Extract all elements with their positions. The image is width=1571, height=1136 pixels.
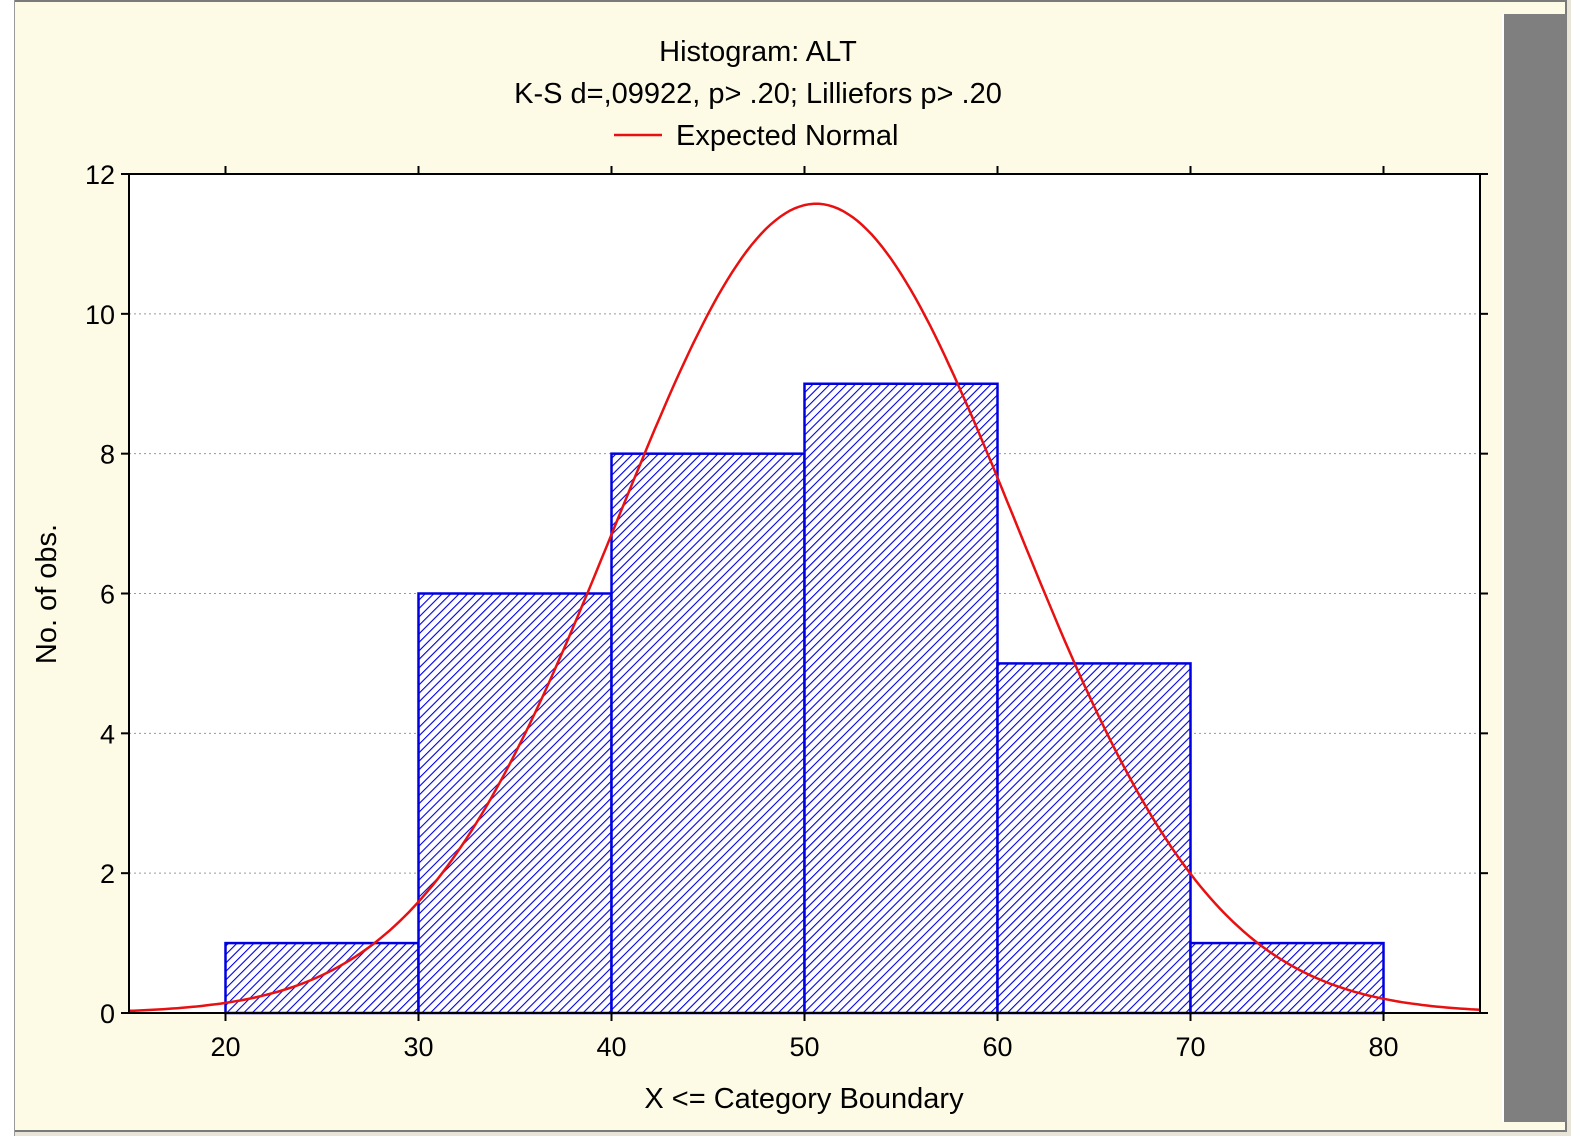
- histogram-bar-3: [610, 452, 806, 1015]
- x-tick-label-30: 30: [403, 1032, 433, 1062]
- y-tick-label-2: 2: [100, 859, 115, 889]
- plot-area: 0 2 4 6 8 10 12 20 30 40 50 60 70 80: [85, 160, 1488, 1062]
- x-tick-label-50: 50: [789, 1032, 819, 1062]
- y-tick-label-6: 6: [100, 580, 115, 610]
- y-tick-label-10: 10: [85, 300, 115, 330]
- histogram-bar-6: [1189, 941, 1385, 1015]
- x-tick-label-40: 40: [596, 1032, 626, 1062]
- y-axis-label: No. of obs.: [31, 524, 63, 664]
- chart-subtitle: K-S d=,09922, p> .20; Lilliefors p> .20: [514, 78, 1002, 110]
- left-panel-edge: [0, 0, 15, 1136]
- y-tick-label-12: 12: [85, 160, 115, 190]
- right-scrollbar[interactable]: [1502, 14, 1567, 1122]
- histogram-bar-5: [996, 662, 1192, 1015]
- y-tick-label-8: 8: [100, 440, 115, 470]
- x-tick-label-80: 80: [1368, 1032, 1398, 1062]
- x-tick-label-70: 70: [1175, 1032, 1205, 1062]
- chart-title: Histogram: ALT: [659, 36, 857, 68]
- legend-label-expected-normal: Expected Normal: [676, 120, 898, 152]
- histogram-bar-1: [224, 941, 420, 1015]
- x-tick-label-60: 60: [982, 1032, 1012, 1062]
- expected-normal-curve: [128, 202, 1481, 1013]
- histogram-bar-2: [417, 592, 613, 1015]
- y-tick-label-0: 0: [100, 999, 115, 1029]
- y-tick-label-4: 4: [100, 719, 115, 749]
- histogram-bar-4: [803, 382, 999, 1015]
- x-tick-label-20: 20: [210, 1032, 240, 1062]
- x-axis-label: X <= Category Boundary: [644, 1083, 964, 1115]
